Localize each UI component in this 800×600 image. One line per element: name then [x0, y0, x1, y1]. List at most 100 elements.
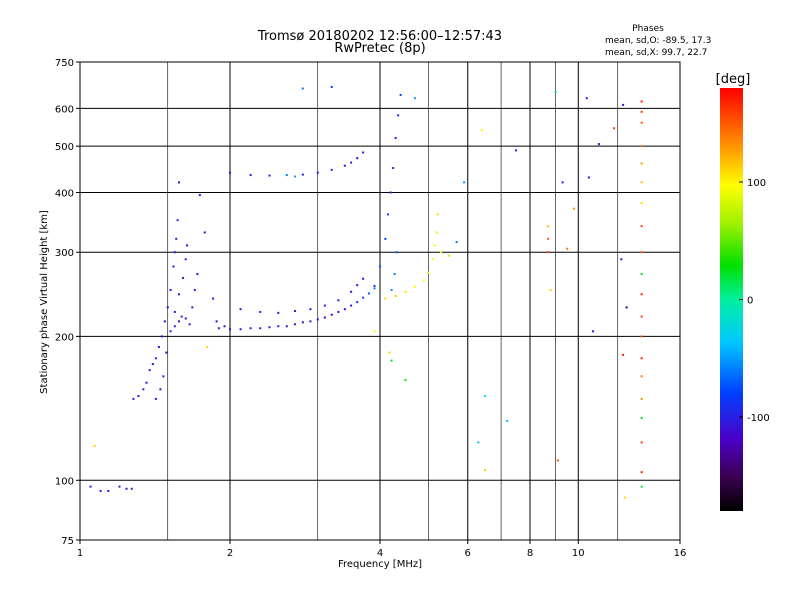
x-tick-label: 4: [377, 548, 383, 559]
data-point: [392, 167, 395, 170]
data-point: [176, 219, 179, 222]
data-point: [463, 181, 466, 184]
data-point: [506, 420, 509, 423]
data-point: [640, 110, 643, 113]
data-point: [640, 485, 643, 488]
data-point: [640, 335, 643, 338]
data-point: [142, 388, 145, 391]
data-point: [393, 273, 396, 276]
colorbar-ticks: 100 0 -100: [739, 178, 770, 424]
data-point: [177, 320, 180, 323]
data-point: [422, 279, 425, 282]
data-point: [163, 320, 166, 323]
data-point: [125, 487, 128, 490]
data-point: [172, 265, 175, 268]
y-tick-label: 500: [55, 142, 74, 153]
phase-box-o-line: mean, sd,O: -89.5, 17.3: [605, 36, 711, 46]
data-point: [118, 485, 121, 488]
data-point: [484, 469, 487, 472]
data-point: [99, 489, 102, 492]
data-point: [561, 181, 564, 184]
data-point: [330, 313, 333, 316]
data-point: [301, 87, 304, 90]
data-point: [337, 310, 340, 313]
data-point: [640, 471, 643, 474]
data-point: [215, 320, 218, 323]
phase-box-x-line: mean, sd,X: 99.7, 22.7: [605, 48, 707, 58]
data-point: [154, 397, 157, 400]
data-point: [515, 149, 518, 152]
data-point: [613, 127, 616, 130]
data-point: [229, 171, 231, 174]
data-point: [203, 231, 206, 234]
data-point: [640, 375, 643, 378]
data-point: [330, 168, 333, 171]
data-point: [480, 129, 483, 132]
data-point: [591, 330, 594, 333]
data-point: [640, 315, 643, 318]
data-point: [390, 359, 393, 362]
data-point: [623, 496, 626, 499]
data-point: [285, 174, 288, 177]
data-point: [384, 237, 387, 240]
data-point: [433, 244, 436, 247]
data-point: [184, 317, 187, 320]
data-point: [404, 290, 407, 293]
data-point: [186, 244, 189, 247]
data-point: [259, 310, 262, 313]
y-tick-label: 400: [55, 188, 74, 199]
data-point: [397, 114, 400, 117]
data-point: [620, 258, 623, 261]
x-tick-label: 6: [465, 548, 471, 559]
y-tick-label: 200: [55, 332, 74, 343]
data-point: [107, 489, 110, 492]
y-tick-label: 750: [55, 58, 74, 69]
data-point: [301, 173, 304, 176]
data-point: [157, 346, 160, 349]
data-point: [330, 85, 333, 88]
colorbar-tick-label: 100: [747, 178, 766, 189]
x-tick-label: 1: [77, 548, 83, 559]
y-tick-label: 300: [55, 248, 74, 259]
data-point: [379, 265, 381, 268]
data-point: [640, 162, 643, 165]
data-point: [431, 258, 434, 261]
data-point: [455, 241, 458, 244]
data-point: [640, 441, 643, 444]
data-point: [394, 294, 397, 297]
data-point: [239, 308, 242, 311]
data-point: [277, 325, 280, 328]
phase-box-title: Phases: [632, 24, 664, 34]
data-point: [165, 351, 168, 354]
data-point: [166, 306, 169, 309]
data-point: [177, 293, 180, 296]
data-point: [268, 174, 271, 177]
data-point: [162, 375, 165, 378]
data-point: [390, 289, 393, 292]
data-point: [373, 287, 376, 290]
data-point: [640, 145, 643, 148]
data-point: [547, 237, 550, 240]
grid-lines: [76, 61, 681, 544]
data-point: [293, 323, 296, 326]
data-point: [640, 357, 643, 360]
x-tick-labels: 1 2 4 6 8 10 16: [77, 548, 687, 559]
data-point: [436, 213, 439, 216]
data-point: [159, 388, 162, 391]
data-point: [154, 357, 157, 360]
data-point: [93, 444, 96, 447]
data-point: [206, 346, 209, 349]
data-point: [547, 251, 550, 254]
data-point: [362, 277, 365, 280]
data-point: [640, 181, 643, 184]
data-point: [554, 91, 557, 94]
y-tick-label: 100: [55, 476, 74, 487]
data-point: [640, 100, 643, 103]
data-point: [173, 325, 176, 328]
colorbar-tick-label: 0: [747, 296, 753, 307]
data-point: [323, 316, 326, 319]
data-point: [343, 164, 346, 167]
data-point: [137, 395, 140, 398]
data-point: [350, 304, 353, 307]
data-point: [566, 247, 569, 250]
